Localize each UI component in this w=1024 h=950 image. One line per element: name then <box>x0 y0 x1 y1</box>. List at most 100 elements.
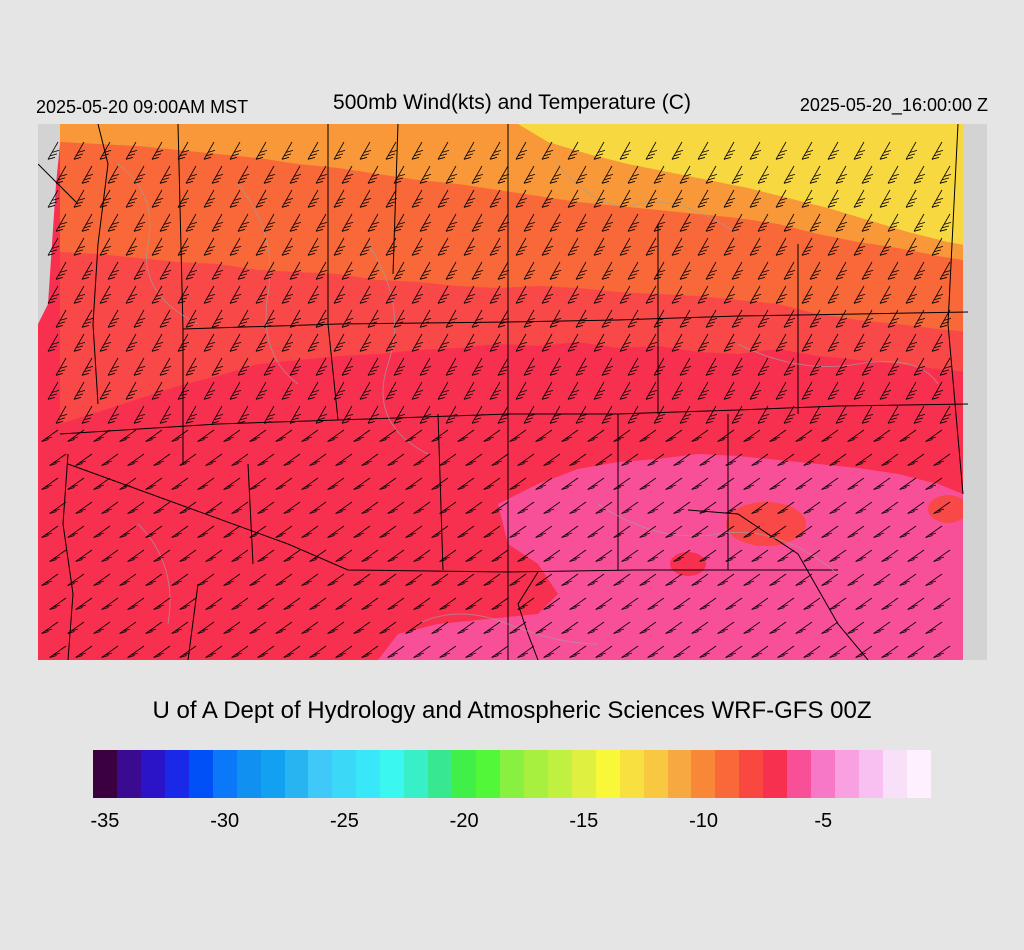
wind-barb <box>821 477 839 490</box>
wind-barb <box>829 597 847 610</box>
wind-barb <box>645 285 658 304</box>
wind-barb <box>549 213 562 232</box>
wind-barb <box>639 621 657 634</box>
wind-barb <box>515 237 528 256</box>
wind-barb <box>205 501 223 514</box>
wind-barb <box>509 477 527 490</box>
wind-barb <box>307 333 320 352</box>
wind-barb <box>73 237 86 256</box>
wind-barb <box>439 645 457 658</box>
wind-barb <box>743 573 761 586</box>
wind-barb <box>887 165 900 184</box>
wind-barb <box>731 357 744 376</box>
wind-barb <box>413 597 431 610</box>
wind-barb <box>613 621 631 634</box>
wind-barb <box>237 165 250 184</box>
wind-barb <box>439 597 457 610</box>
wind-barb <box>49 645 67 658</box>
wind-barb <box>731 213 744 232</box>
wind-barb <box>743 429 761 442</box>
wind-barb <box>803 453 821 466</box>
wind-barb <box>541 381 554 400</box>
wind-barb <box>439 501 457 514</box>
wind-barb <box>153 645 171 658</box>
wind-barb <box>75 645 93 658</box>
wind-barb <box>203 333 216 352</box>
wind-barb <box>913 165 926 184</box>
wind-barb <box>55 213 68 232</box>
wind-barb <box>211 309 224 328</box>
wind-barb <box>171 477 189 490</box>
wind-barb <box>873 525 891 538</box>
wind-barb <box>665 525 683 538</box>
colorbar-tick-label: -25 <box>329 810 359 832</box>
wind-barb <box>925 477 943 490</box>
wind-barb <box>723 285 736 304</box>
wind-barb <box>255 285 268 304</box>
wind-barb <box>939 165 952 184</box>
wind-barb <box>601 213 614 232</box>
wind-barb <box>263 309 276 328</box>
wind-barb <box>393 261 406 280</box>
colorbar-tick-label: -35 <box>90 810 120 832</box>
colorbar-swatch <box>859 750 883 798</box>
wind-barb <box>353 429 371 442</box>
wind-barb <box>385 189 398 208</box>
wind-barb <box>509 429 527 442</box>
colorbar-swatch <box>763 750 788 798</box>
wind-barb <box>151 381 164 400</box>
colorbar-swatch <box>428 750 453 798</box>
wind-barb <box>907 549 925 562</box>
wind-barb <box>699 501 717 514</box>
wind-barb <box>697 189 710 208</box>
wind-barb <box>341 309 354 328</box>
wind-barb <box>645 141 658 160</box>
wind-barb <box>593 381 606 400</box>
wind-barb <box>127 549 145 562</box>
wind-barb <box>639 477 657 490</box>
wind-barb <box>301 477 319 490</box>
wind-barb <box>803 645 821 658</box>
wind-barb <box>887 405 900 424</box>
wind-barb <box>673 645 691 658</box>
wind-barb <box>483 573 501 586</box>
wind-barb <box>153 549 171 562</box>
wind-barb <box>413 501 431 514</box>
wind-barb <box>613 429 631 442</box>
wind-barb <box>743 477 761 490</box>
colorbar-swatch <box>499 750 524 798</box>
wind-barb <box>939 213 952 232</box>
wind-barb <box>783 357 796 376</box>
wind-barb <box>309 597 327 610</box>
wind-barb <box>535 621 553 634</box>
wind-barb <box>257 501 275 514</box>
wind-barb <box>125 381 138 400</box>
wind-barb <box>133 165 146 184</box>
wind-barb <box>699 597 717 610</box>
wind-barb <box>327 429 345 442</box>
wind-barb <box>653 357 666 376</box>
wind-barb <box>93 429 111 442</box>
wind-barb <box>517 597 535 610</box>
wind-barb <box>587 573 605 586</box>
wind-barb <box>567 189 580 208</box>
wind-barb <box>237 213 250 232</box>
wind-barb <box>699 549 717 562</box>
wind-barb <box>905 381 918 400</box>
wind-barb <box>515 189 528 208</box>
wind-barb <box>431 525 449 538</box>
wind-barb <box>515 141 528 160</box>
wind-barb <box>127 645 145 658</box>
wind-barb <box>205 549 223 562</box>
wind-barb <box>127 597 145 610</box>
wind-barb <box>879 333 892 352</box>
wind-barb <box>933 645 951 658</box>
wind-barb <box>307 285 320 304</box>
wind-barb <box>41 429 59 442</box>
wind-barb <box>197 621 215 634</box>
wind-barb <box>569 597 587 610</box>
wind-barb <box>81 405 94 424</box>
wind-barb <box>783 213 796 232</box>
wind-barb <box>489 189 502 208</box>
wind-barb <box>775 237 788 256</box>
